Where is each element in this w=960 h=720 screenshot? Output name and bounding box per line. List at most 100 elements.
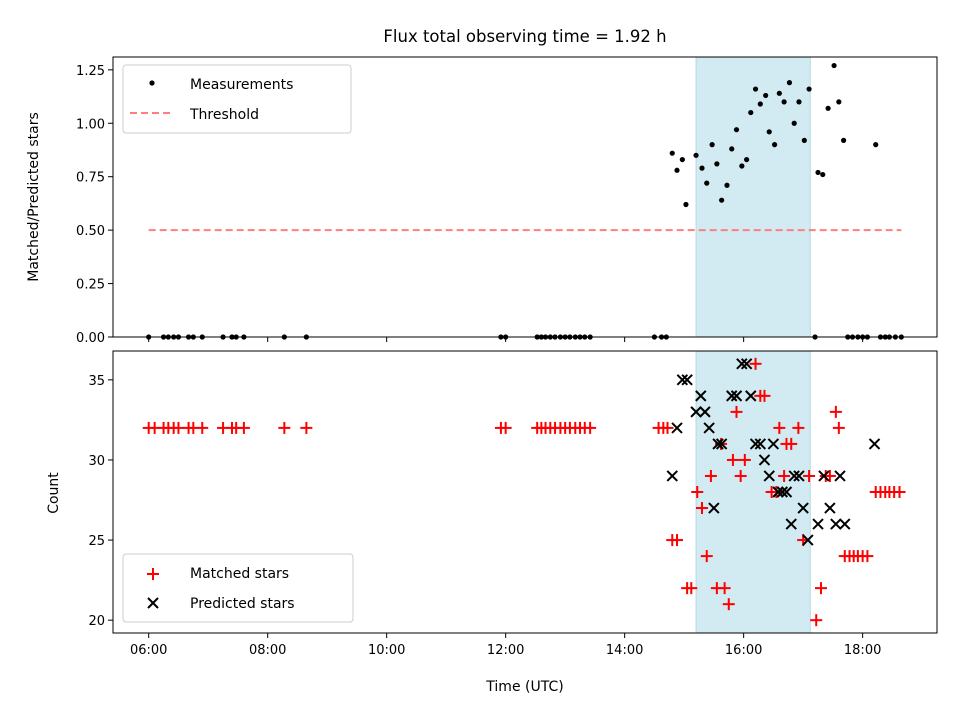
x-tick-label: 10:00 — [368, 643, 405, 658]
matched-star-point — [814, 582, 827, 595]
x-tick-label: 12:00 — [487, 643, 524, 658]
measurement-point — [840, 137, 847, 143]
y-tick-label: 0.00 — [76, 331, 105, 346]
predicted-star-point — [763, 470, 775, 482]
matched-star-point — [893, 486, 906, 498]
predicted-star-point — [676, 374, 689, 386]
measurement-point — [733, 127, 740, 133]
predicted-star-point — [839, 518, 851, 530]
matched-star-point — [172, 421, 185, 434]
matched-star-point — [749, 357, 762, 370]
measurement-point — [766, 129, 772, 135]
predicted-star-point — [749, 438, 762, 450]
predicted-star-point — [785, 518, 797, 530]
predicted-star-point — [703, 422, 715, 434]
matched-star-point — [778, 469, 791, 482]
matched-star-point — [734, 469, 747, 482]
predicted-star-point — [812, 518, 824, 530]
predicted-star-point — [788, 470, 800, 482]
matched-star-point — [718, 582, 731, 595]
predicted-star-point — [671, 422, 683, 434]
measurement-point — [806, 86, 812, 92]
predicted-star-point — [726, 390, 738, 402]
top-legend: Measurements Threshold — [122, 64, 352, 134]
predicted-star-point — [708, 502, 720, 514]
y-tick-label: 1.00 — [76, 117, 105, 132]
predicted-star-point — [712, 438, 724, 450]
predicted-star-point — [740, 358, 753, 370]
predicted-star-point — [758, 454, 771, 466]
matched-star-point — [726, 453, 739, 466]
matched-star-point — [685, 582, 698, 595]
predicted-star-point — [745, 390, 757, 402]
matched-star-point — [770, 486, 783, 498]
predicted-star-point — [695, 390, 707, 402]
matched-star-point — [661, 421, 674, 434]
measurement-point — [709, 142, 715, 148]
matched-star-point — [773, 421, 786, 434]
matched-star-point — [730, 405, 743, 418]
matched-star-point — [695, 502, 708, 515]
bottom-legend: Matched stars Predicted stars — [122, 553, 354, 623]
predicted-star-point — [797, 502, 809, 514]
measurement-point — [693, 152, 699, 158]
legend-measurements-label: Measurements — [190, 77, 293, 93]
matched-star-point — [237, 421, 250, 434]
x-tick-label: 16:00 — [725, 643, 762, 658]
matched-star-point — [810, 614, 823, 627]
y-tick-label: 25 — [88, 534, 105, 549]
measurement-point — [724, 182, 730, 188]
y-tick-label: 1.25 — [76, 64, 105, 79]
matched-star-point — [785, 437, 798, 450]
legend-predicted-marker — [147, 597, 159, 609]
bottom-xlabel: Time (UTC) — [485, 679, 563, 695]
y-tick-label: 35 — [88, 374, 105, 389]
measurement-point — [674, 167, 680, 173]
measurement-point — [699, 165, 705, 171]
measurement-point — [719, 197, 725, 203]
predicted-star-point — [730, 390, 743, 402]
bottom-axes-frame — [112, 350, 938, 634]
measurement-point — [729, 146, 735, 152]
predicted-star-point — [690, 406, 702, 418]
top-data-layer — [146, 62, 904, 340]
measurement-point — [683, 201, 689, 208]
top-panel: 0.00 0.25 0.50 0.75 1.00 1.25 Matched/Predict… — [26, 56, 938, 346]
matched-star-point — [861, 550, 874, 563]
matched-star-point — [700, 550, 713, 563]
y-tick-label: 0.25 — [76, 278, 105, 293]
measurement-point — [739, 163, 745, 169]
top-axes-frame — [112, 56, 938, 338]
measurement-point — [796, 99, 802, 105]
matched-star-point — [671, 534, 684, 547]
top-ylabel: Matched/Predicted stars — [26, 112, 42, 282]
predicted-star-point — [802, 534, 814, 546]
measurement-point — [820, 171, 826, 178]
measurement-point — [786, 80, 793, 86]
legend-measurements-marker — [149, 80, 155, 86]
measurement-point — [791, 120, 797, 126]
measurement-point — [757, 101, 763, 107]
y-tick-label: 0.75 — [76, 171, 105, 186]
matched-star-point — [704, 469, 717, 482]
measurement-point — [781, 99, 787, 105]
predicted-star-point — [868, 438, 881, 450]
top-ticks: 0.00 0.25 0.50 0.75 1.00 1.25 — [76, 64, 864, 346]
chart-title: Flux total observing time = 1.92 h — [383, 27, 666, 46]
matched-star-point — [803, 469, 816, 482]
matched-star-point — [300, 421, 313, 434]
x-tick-label: 08:00 — [249, 643, 286, 658]
top-legend-box — [122, 64, 352, 134]
predicted-star-point — [793, 470, 805, 482]
legend-matched-marker — [147, 568, 159, 580]
legend-threshold-label: Threshold — [189, 107, 259, 123]
measurement-point — [836, 99, 842, 105]
matched-star-point — [792, 421, 805, 434]
matched-star-point — [584, 421, 597, 434]
y-tick-label: 30 — [88, 454, 105, 469]
measurement-point — [873, 142, 879, 148]
measurement-point — [831, 62, 837, 69]
measurement-point — [763, 92, 769, 99]
top-highlight-span — [695, 56, 811, 338]
